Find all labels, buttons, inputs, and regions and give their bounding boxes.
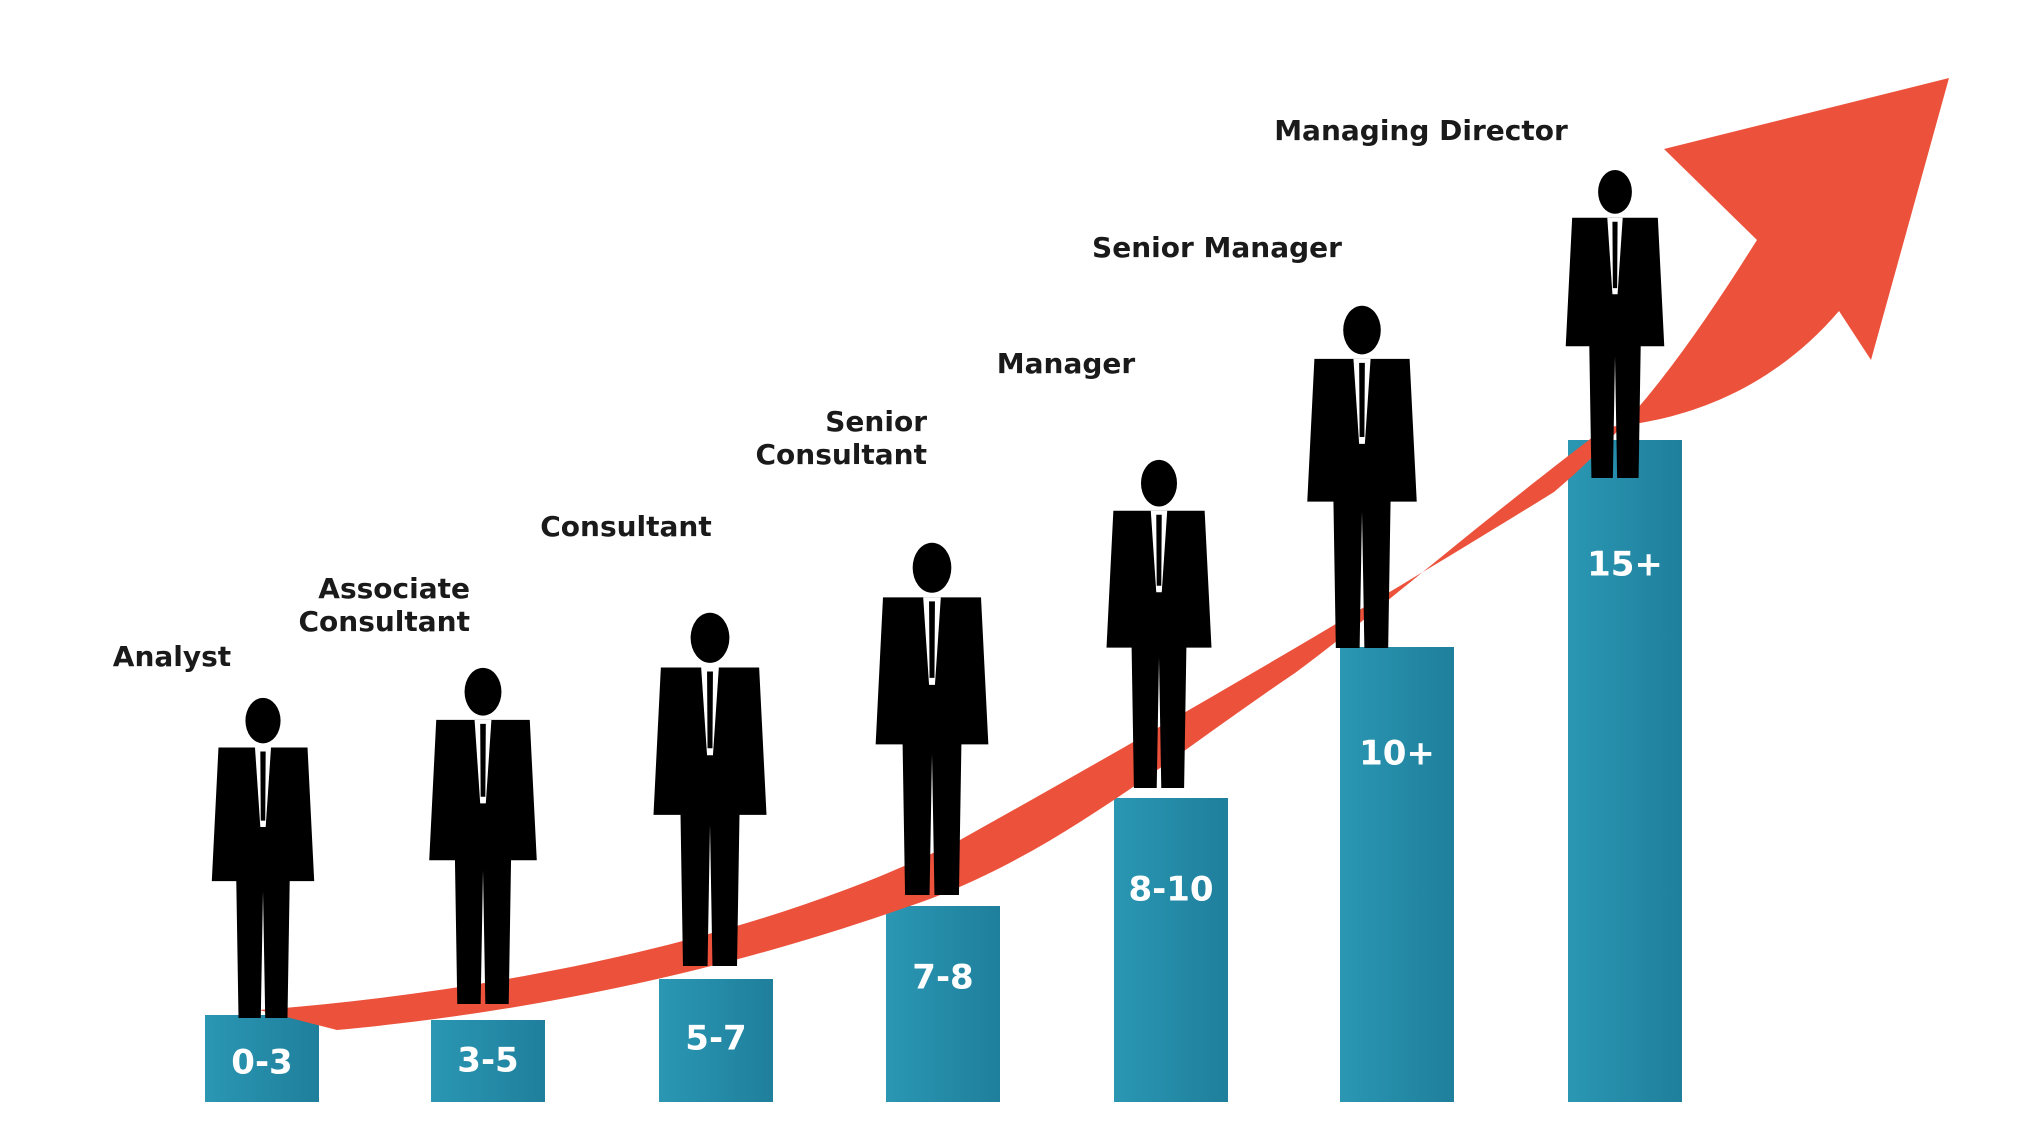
tie [1156, 514, 1162, 586]
years-label: 5-7 [685, 1019, 746, 1059]
role-line: Analyst [113, 640, 231, 673]
step-bar [431, 1020, 545, 1102]
role-line: Senior [825, 405, 927, 438]
head [1598, 170, 1632, 214]
years-label: 15+ [1587, 545, 1663, 585]
head [1343, 305, 1381, 355]
years-label: 0-3 [231, 1043, 292, 1083]
body [1106, 510, 1212, 788]
tie [707, 671, 713, 749]
role-label: Associate Consultant [298, 572, 470, 638]
role-label: Analyst [113, 640, 231, 673]
head [912, 542, 952, 593]
step-bar [1340, 647, 1454, 1102]
role-line: Managing Director [1274, 114, 1568, 147]
growth-arrow [259, 78, 1949, 1030]
person-silhouette [875, 542, 989, 895]
step-bar [205, 1015, 319, 1102]
body [1307, 358, 1417, 648]
role-label: Consultant [540, 510, 712, 543]
tie [1612, 221, 1618, 289]
person-silhouette [1307, 305, 1417, 648]
tie [260, 751, 266, 821]
tie [480, 723, 486, 797]
step-bar [886, 906, 1000, 1102]
role-line: Senior Manager [1092, 231, 1342, 264]
body [1565, 217, 1665, 478]
role-line: Associate [318, 572, 470, 605]
person-silhouette [211, 697, 315, 1018]
role-label: Senior Manager [1092, 231, 1342, 264]
role-line: Consultant [755, 438, 927, 471]
head [690, 612, 730, 663]
person-silhouette [1565, 170, 1665, 478]
tie [929, 601, 935, 678]
step-bar [1568, 440, 1682, 1102]
body [875, 597, 989, 895]
body [429, 719, 537, 1004]
person-silhouette [1106, 459, 1212, 788]
person-silhouette [429, 667, 537, 1004]
person-silhouette [653, 612, 767, 966]
body [653, 667, 767, 966]
years-label: 10+ [1359, 734, 1435, 774]
tie [1359, 362, 1365, 438]
years-label: 7-8 [912, 958, 973, 998]
years-label: 8-10 [1128, 870, 1213, 910]
step-bar [1114, 798, 1228, 1102]
step-bar [659, 979, 773, 1102]
body [211, 747, 315, 1018]
role-line: Consultant [540, 510, 712, 543]
head [245, 697, 281, 744]
head [464, 667, 502, 716]
role-label: Manager [997, 347, 1136, 380]
role-line: Consultant [298, 605, 470, 638]
head [1140, 459, 1178, 507]
role-line: Manager [997, 347, 1136, 380]
years-label: 3-5 [457, 1041, 518, 1081]
role-label: Senior Consultant [755, 405, 927, 471]
role-label: Managing Director [1274, 114, 1568, 147]
